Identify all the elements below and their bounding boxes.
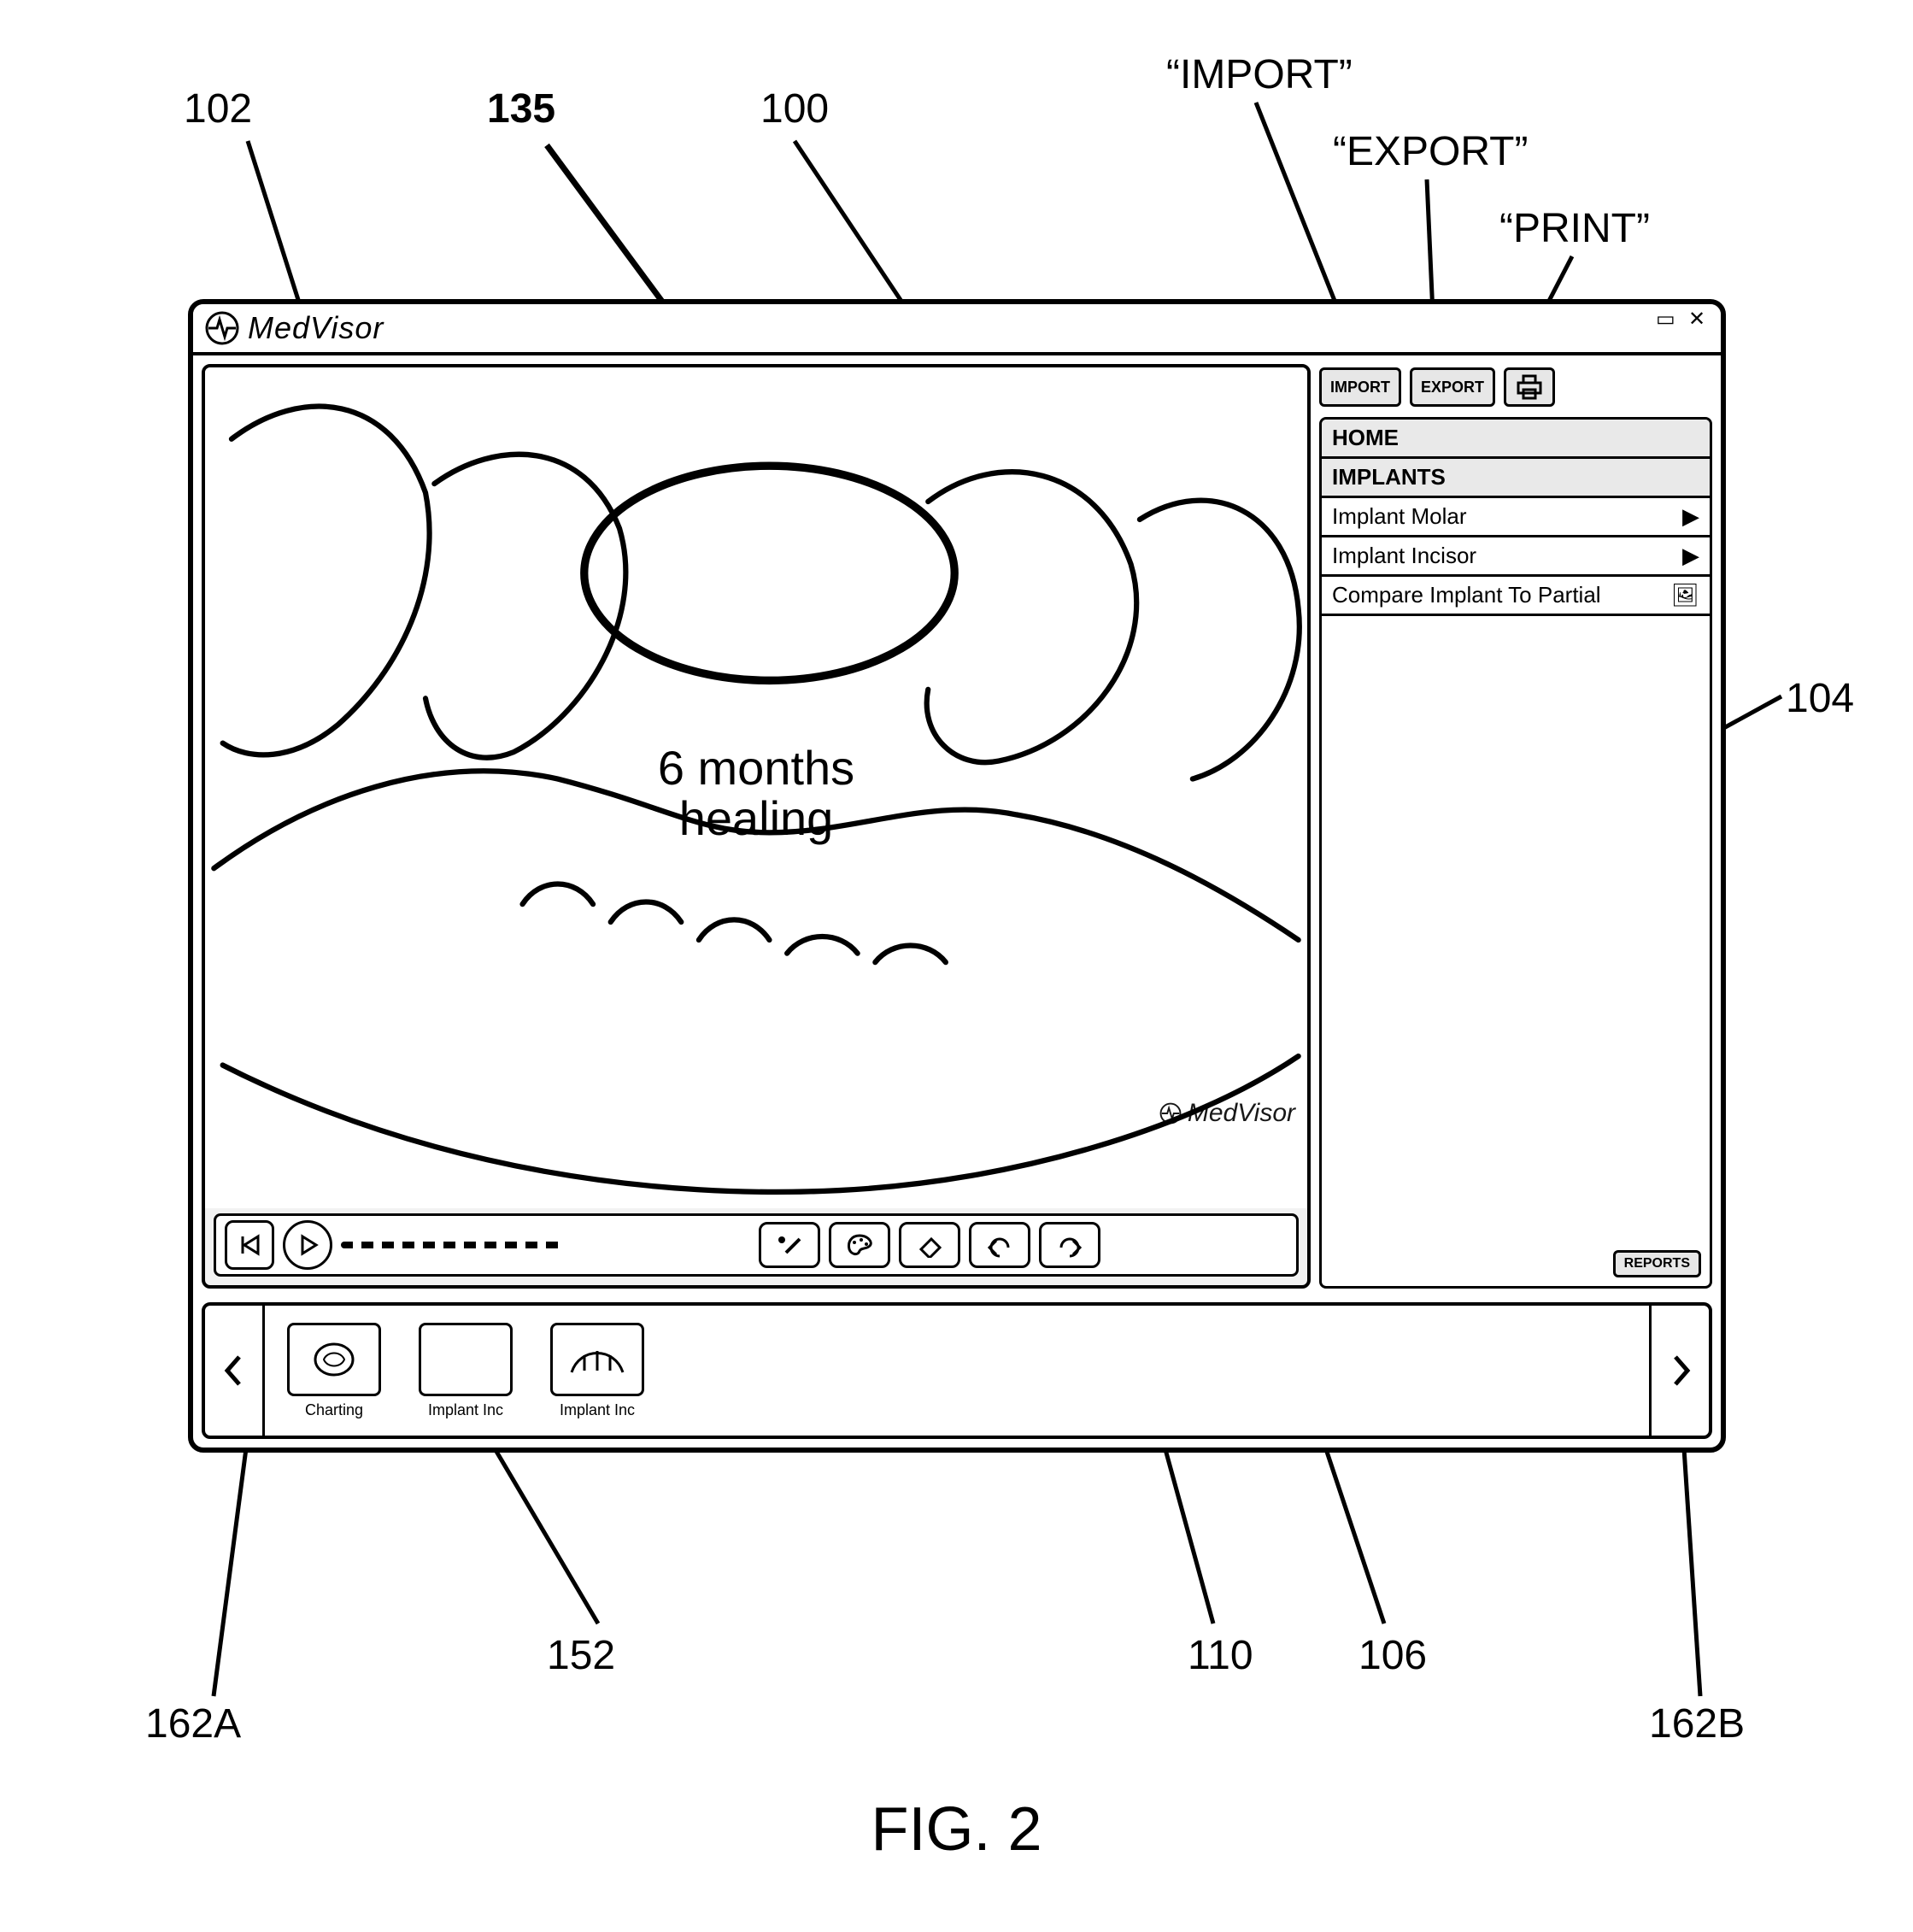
nav-label: Implant Incisor (1332, 543, 1476, 569)
thumb-icon (287, 1323, 381, 1396)
annotation-text: 6 months healing (658, 743, 854, 844)
nav-row-implant-incisor[interactable]: Implant Incisor ▶ (1322, 537, 1710, 577)
color-tool-button[interactable] (829, 1222, 890, 1268)
redo-icon (1054, 1232, 1085, 1258)
annotation-line1: 6 months (658, 743, 854, 794)
pen-tool-button[interactable] (759, 1222, 820, 1268)
skip-back-icon (238, 1233, 261, 1257)
palette-icon (844, 1232, 875, 1258)
image-icon: 🖼 (1671, 582, 1699, 608)
play-icon (295, 1232, 320, 1258)
figure-caption: FIG. 2 (871, 1794, 1042, 1864)
app-window: MedVisor ▭ ✕ (188, 299, 1726, 1453)
side-top-buttons: IMPORT EXPORT (1319, 364, 1712, 410)
app-body: 6 months healing MedVisor (193, 355, 1721, 1294)
nav-list: HOME IMPLANTS Implant Molar ▶ Implant In… (1319, 417, 1712, 1289)
print-button[interactable] (1504, 367, 1555, 407)
watermark-icon (1159, 1101, 1182, 1125)
thumb-icon (419, 1323, 513, 1396)
undo-button[interactable] (969, 1222, 1030, 1268)
undo-icon (984, 1232, 1015, 1258)
figure-container: 102 135 100 “IMPORT” “EXPORT” “PRINT” 10… (0, 0, 1913, 1932)
window-minimize-icon[interactable]: ▭ (1656, 311, 1680, 328)
side-panel: IMPORT EXPORT HOME IM (1319, 364, 1712, 1289)
play-icon: ▶ (1682, 543, 1699, 569)
nav-label: Implant Molar (1332, 503, 1467, 530)
pen-icon (774, 1232, 805, 1258)
canvas-watermark: MedVisor (1159, 1099, 1295, 1128)
app-logo-icon (203, 309, 241, 347)
thumb-implant-1[interactable]: Implant Inc (410, 1323, 521, 1419)
nav-row-implants[interactable]: IMPLANTS (1322, 459, 1710, 498)
redo-button[interactable] (1039, 1222, 1100, 1268)
nav-label: IMPLANTS (1332, 464, 1446, 490)
thumb-label: Implant Inc (428, 1401, 503, 1419)
play-button[interactable] (283, 1220, 332, 1270)
import-button[interactable]: IMPORT (1319, 367, 1401, 407)
scroll-right-button[interactable] (1649, 1306, 1709, 1436)
reports-button[interactable]: REPORTS (1613, 1250, 1701, 1277)
strip-body: Charting Implant Inc Implant Inc (265, 1306, 1649, 1436)
eraser-tool-button[interactable] (899, 1222, 960, 1268)
thumb-implant-2[interactable]: Implant Inc (542, 1323, 653, 1419)
window-close-icon[interactable]: ✕ (1688, 311, 1712, 328)
nav-label: Compare Implant To Partial (1332, 582, 1601, 608)
chevron-left-icon (222, 1354, 246, 1388)
player-bar (214, 1213, 1299, 1277)
thumb-label: Implant Inc (560, 1401, 635, 1419)
app-titlebar: MedVisor ▭ ✕ (193, 304, 1721, 355)
scroll-left-button[interactable] (205, 1306, 265, 1436)
scrub-bar[interactable] (341, 1242, 563, 1248)
chevron-right-icon (1669, 1354, 1693, 1388)
watermark-text: MedVisor (1188, 1099, 1295, 1128)
thumb-charting[interactable]: Charting (279, 1323, 390, 1419)
nav-row-implant-molar[interactable]: Implant Molar ▶ (1322, 498, 1710, 537)
print-icon (1515, 374, 1544, 400)
annotation-line2: healing (658, 794, 854, 844)
viewer-canvas[interactable]: 6 months healing MedVisor (205, 367, 1307, 1208)
app-logo: MedVisor (203, 309, 384, 347)
app-title: MedVisor (248, 310, 384, 346)
export-button[interactable]: EXPORT (1410, 367, 1495, 407)
skip-back-button[interactable] (225, 1220, 274, 1270)
play-icon: ▶ (1682, 503, 1699, 530)
nav-row-compare[interactable]: Compare Implant To Partial 🖼 (1322, 577, 1710, 616)
ispace-strip: Charting Implant Inc Implant Inc (202, 1302, 1712, 1439)
eraser-icon (914, 1232, 945, 1258)
thumb-label: Charting (305, 1401, 363, 1419)
nav-row-home[interactable]: HOME (1322, 420, 1710, 459)
window-controls: ▭ ✕ (1656, 311, 1712, 328)
nav-label: HOME (1332, 425, 1399, 451)
thumb-icon (550, 1323, 644, 1396)
viewer-pane: 6 months healing MedVisor (202, 364, 1311, 1289)
